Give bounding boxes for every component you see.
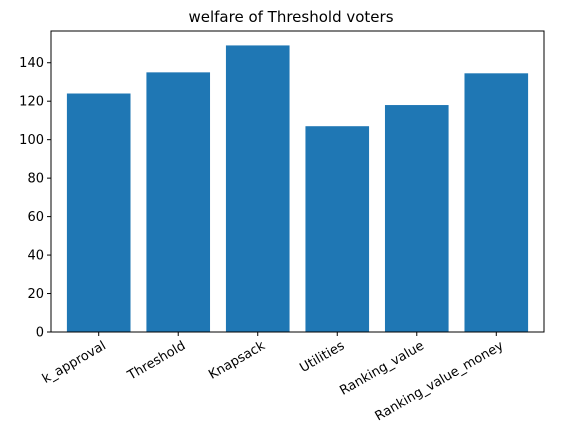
x-axis: k_approval Threshold Knapsack Utilities Rank… bbox=[40, 332, 507, 424]
y-tick-label: 40 bbox=[27, 249, 44, 264]
plot-frame bbox=[50, 30, 545, 333]
bar-threshold bbox=[146, 72, 211, 332]
y-tick-label: 0 bbox=[36, 326, 44, 341]
bar-knapsack bbox=[225, 45, 290, 332]
bar-ranking-value bbox=[384, 105, 449, 333]
x-tick-label: Utilities bbox=[297, 338, 347, 376]
y-axis: 0 20 40 60 80 100 120 140 bbox=[19, 56, 51, 341]
y-tick-label: 60 bbox=[27, 210, 44, 225]
bar-ranking-value-money bbox=[464, 73, 529, 332]
y-tick-label: 120 bbox=[19, 95, 44, 110]
x-tick-label: Threshold bbox=[124, 338, 188, 384]
x-tick-label: Ranking_value_money bbox=[373, 338, 507, 424]
chart-title: welfare of Threshold voters bbox=[188, 8, 393, 26]
bar-utilities bbox=[305, 126, 370, 333]
x-tick-label: Knapsack bbox=[206, 338, 268, 382]
y-tick-label: 140 bbox=[19, 56, 44, 71]
x-tick-label: k_approval bbox=[40, 338, 109, 386]
bars-group bbox=[66, 45, 529, 333]
y-tick-label: 80 bbox=[27, 172, 44, 187]
bar-k-approval bbox=[66, 93, 131, 332]
y-tick-label: 20 bbox=[27, 287, 44, 302]
y-tick-label: 100 bbox=[19, 133, 44, 148]
